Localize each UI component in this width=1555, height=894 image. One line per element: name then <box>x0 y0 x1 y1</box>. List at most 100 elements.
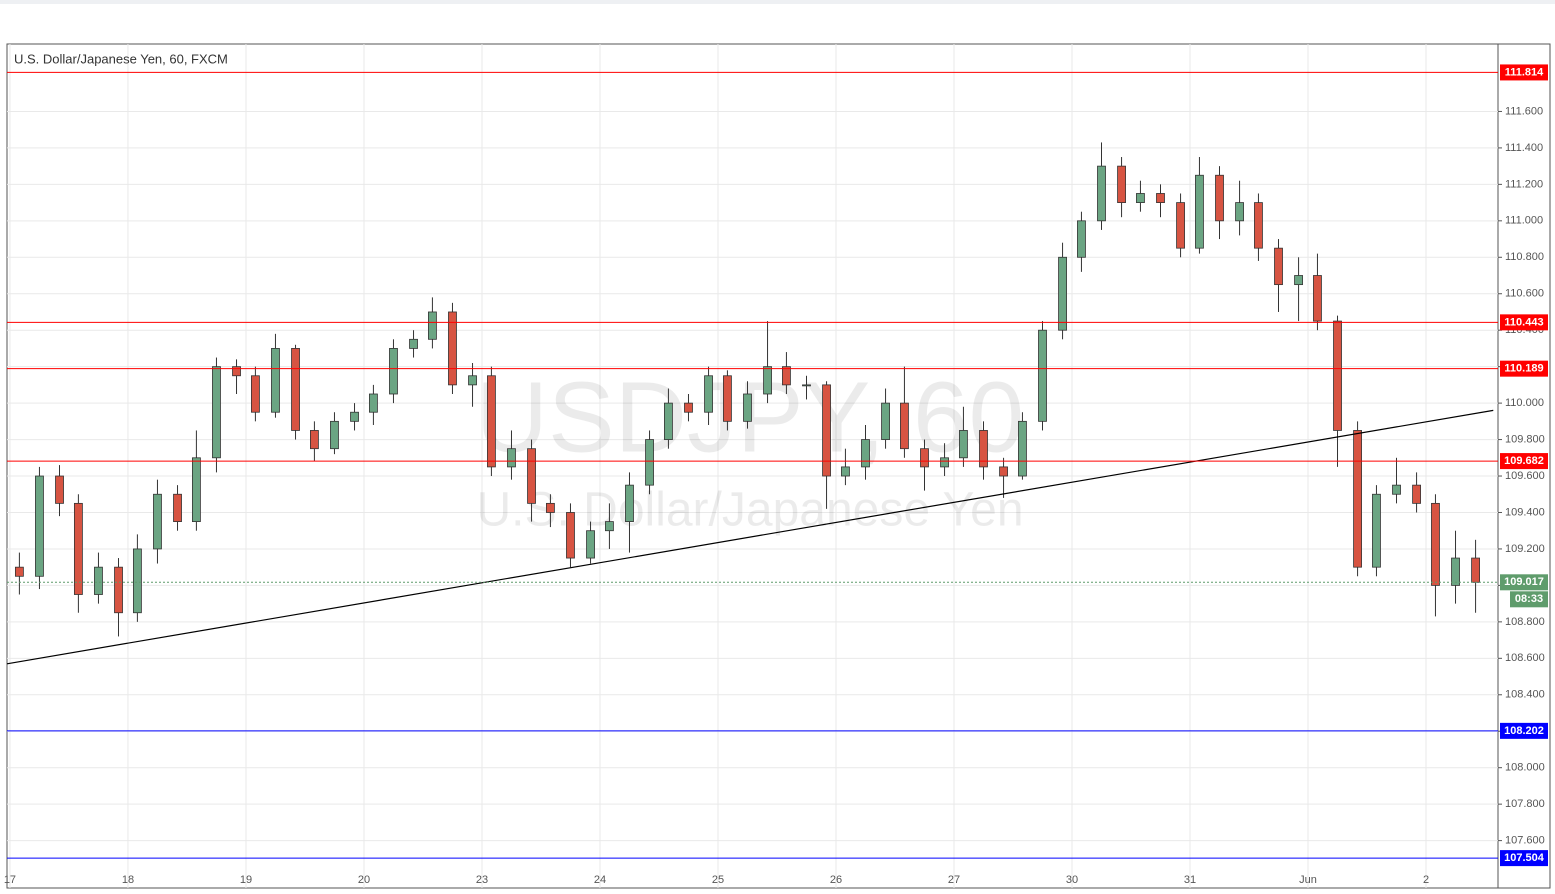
candle-body <box>132 548 142 614</box>
candle-body <box>291 348 300 431</box>
top-strip <box>0 0 1555 4</box>
candle-body <box>389 348 398 395</box>
candle-body <box>1077 220 1086 258</box>
last-price-bg <box>1500 574 1548 591</box>
level-label: 109.682 <box>1504 455 1544 467</box>
candle-body <box>369 393 378 413</box>
x-tick-label: 30 <box>1066 874 1078 886</box>
y-tick-label: 108.600 <box>1505 652 1545 664</box>
candle-body <box>487 375 496 468</box>
x-tick-label: 18 <box>122 874 134 886</box>
candle-body <box>1038 329 1047 422</box>
candle-body <box>1333 320 1342 431</box>
candle-body <box>271 348 280 413</box>
y-tick-label: 110.800 <box>1505 251 1544 263</box>
candle-body <box>802 384 811 387</box>
candle-body <box>35 475 44 577</box>
level-label-bg <box>1500 360 1548 377</box>
candle-body <box>605 521 614 532</box>
level-label-bg <box>1500 64 1548 81</box>
x-tick-label: 26 <box>830 874 842 886</box>
candle-body <box>1117 165 1126 203</box>
candle-body <box>73 502 83 595</box>
candle-body <box>1274 247 1283 286</box>
y-tick-label: 109.800 <box>1505 433 1545 445</box>
candle-body <box>1294 275 1303 286</box>
x-tick-label: 19 <box>240 874 252 886</box>
y-tick-label: 108.800 <box>1505 616 1545 628</box>
level-label: 108.202 <box>1504 725 1544 737</box>
candle-body <box>1136 193 1145 203</box>
level-label: 110.443 <box>1504 316 1543 328</box>
candle-body <box>94 566 103 595</box>
level-label-bg <box>1500 314 1548 331</box>
candle-body <box>1392 484 1401 495</box>
candle-body <box>743 393 752 422</box>
candle-body <box>881 402 890 440</box>
x-tick-label: 2 <box>1423 874 1429 886</box>
candle-body <box>900 402 909 450</box>
level-label-bg <box>1500 850 1548 867</box>
candle-body <box>1235 202 1244 222</box>
y-tick-label: 108.400 <box>1505 689 1545 701</box>
candle-body <box>1018 420 1027 477</box>
candle-body <box>1254 202 1263 249</box>
x-tick-label: 25 <box>712 874 724 886</box>
y-tick-label: 110.000 <box>1505 397 1544 409</box>
candle-body <box>1353 430 1362 568</box>
watermark-subtitle: U.S. Dollar/Japanese Yen <box>476 484 1023 537</box>
candle-body <box>1451 557 1460 586</box>
trendline <box>6 409 1494 665</box>
y-tick-label: 111.400 <box>1505 142 1543 154</box>
candle-body <box>861 439 870 468</box>
x-tick-label: 23 <box>476 874 488 886</box>
y-tick-label: 111.200 <box>1505 178 1543 190</box>
x-tick-label: 31 <box>1184 874 1196 886</box>
candle-body <box>212 366 221 459</box>
candle-body <box>468 375 477 386</box>
candle-body <box>940 457 949 468</box>
candle-body <box>566 512 575 559</box>
candle-body <box>782 366 791 386</box>
candle-body <box>586 530 595 559</box>
candle-body <box>153 493 162 550</box>
candle-body <box>959 430 968 459</box>
y-tick-label: 107.800 <box>1505 798 1545 810</box>
candle-body <box>822 384 831 477</box>
candle-body <box>999 466 1008 477</box>
candle-body <box>448 311 457 386</box>
candle-body <box>350 411 359 422</box>
candle-body <box>1215 174 1224 222</box>
y-tick-label: 109.400 <box>1505 506 1545 518</box>
x-tick-label: 24 <box>594 874 606 886</box>
y-tick-label: 110.600 <box>1505 288 1544 300</box>
candle-body <box>645 439 654 486</box>
candle-body <box>546 502 555 513</box>
x-tick-label: 17 <box>4 874 16 886</box>
y-tick-label: 109.200 <box>1505 543 1545 555</box>
candle-body <box>409 338 418 349</box>
candle-body <box>1412 484 1421 504</box>
last-price-label: 109.017 <box>1504 576 1544 588</box>
candle-body <box>684 402 693 413</box>
candle-body <box>1058 256 1067 331</box>
candle-body <box>841 466 850 477</box>
candle-body <box>191 457 201 522</box>
candle-body <box>1156 193 1165 203</box>
candle-body <box>763 366 772 395</box>
countdown-bg <box>1510 591 1548 608</box>
candle-body <box>251 375 260 413</box>
y-tick-label: 108.000 <box>1505 762 1545 774</box>
y-tick-label: 107.600 <box>1505 835 1545 847</box>
candle-body <box>14 566 24 577</box>
x-tick-label: 27 <box>948 874 960 886</box>
level-label-bg <box>1500 453 1548 470</box>
candle-body <box>1195 174 1204 249</box>
candle-body <box>1431 502 1440 586</box>
candle-body <box>507 448 516 468</box>
candle-body <box>664 402 673 440</box>
candle-body <box>1372 493 1381 568</box>
candle-body <box>55 475 64 504</box>
chart-title: U.S. Dollar/Japanese Yen, 60, FXCM <box>14 51 228 66</box>
